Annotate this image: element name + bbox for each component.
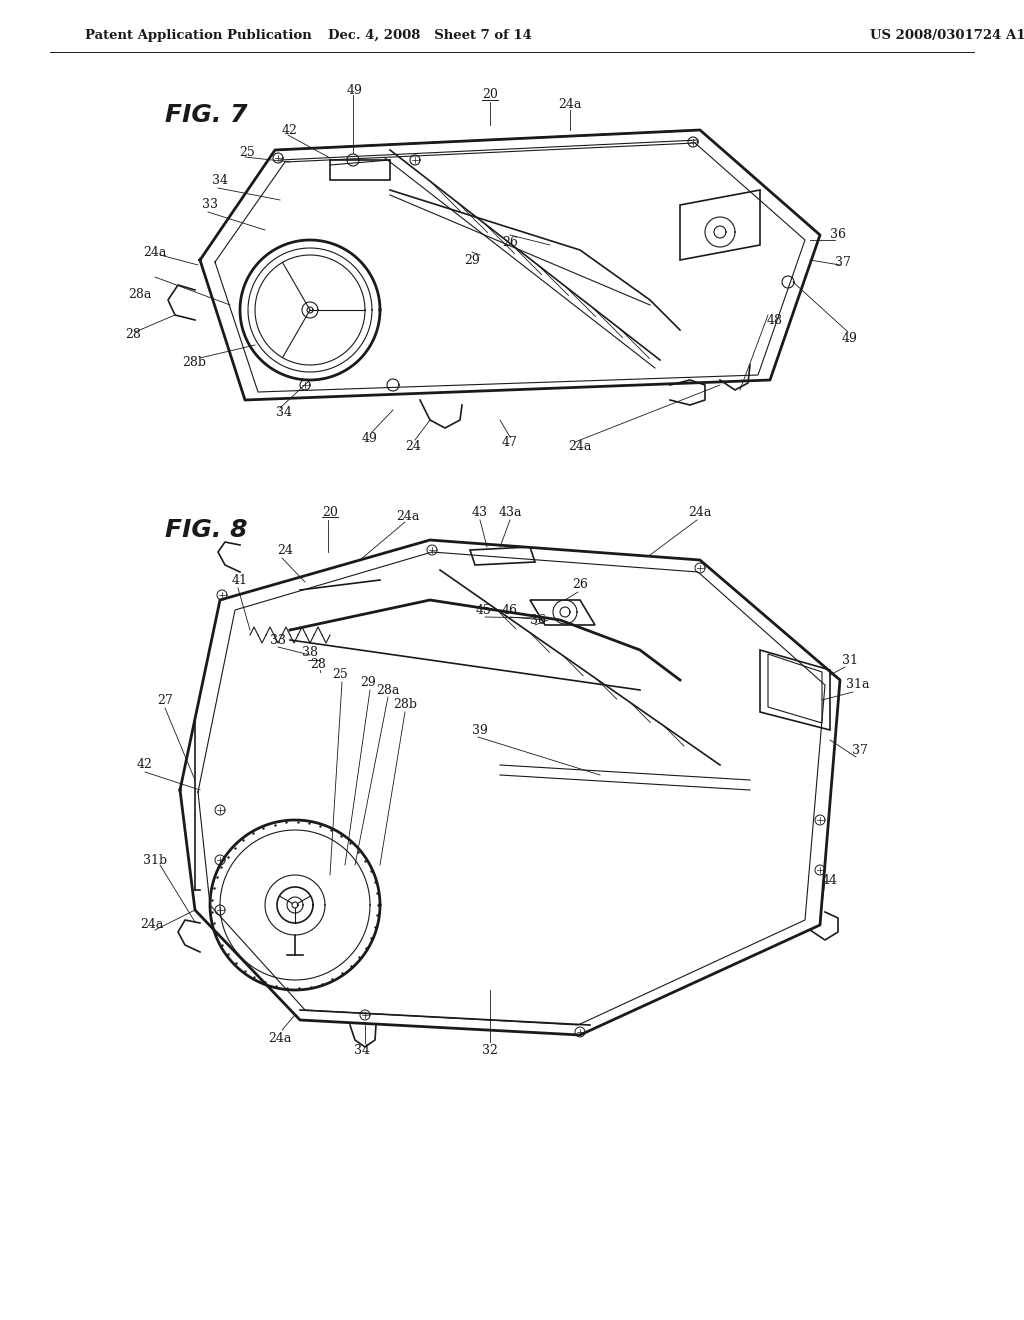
Text: 29: 29 [464, 253, 480, 267]
Text: 46: 46 [502, 603, 518, 616]
Text: 47: 47 [502, 436, 518, 449]
Text: 44: 44 [822, 874, 838, 887]
Text: FIG. 8: FIG. 8 [165, 517, 248, 543]
Text: 34: 34 [354, 1044, 370, 1056]
Text: 36: 36 [530, 614, 546, 627]
Text: 24: 24 [406, 440, 421, 453]
Text: FIG. 7: FIG. 7 [165, 103, 248, 127]
Text: 24a: 24a [140, 919, 164, 932]
Text: 24a: 24a [143, 246, 167, 259]
Text: 20: 20 [482, 88, 498, 102]
Text: Dec. 4, 2008   Sheet 7 of 14: Dec. 4, 2008 Sheet 7 of 14 [328, 29, 531, 41]
Text: 49: 49 [347, 83, 362, 96]
Text: 29: 29 [360, 676, 376, 689]
Text: 38: 38 [302, 645, 318, 659]
Text: 37: 37 [852, 743, 868, 756]
Text: 45: 45 [476, 603, 492, 616]
Text: 25: 25 [240, 145, 255, 158]
Text: 32: 32 [482, 1044, 498, 1056]
Text: 24a: 24a [688, 506, 712, 519]
Text: 31b: 31b [143, 854, 167, 866]
Text: 34: 34 [276, 405, 292, 418]
Text: 43: 43 [472, 507, 488, 520]
Text: 26: 26 [572, 578, 588, 591]
Text: 24a: 24a [268, 1031, 292, 1044]
Text: 24: 24 [278, 544, 293, 557]
Text: 42: 42 [137, 759, 153, 771]
Text: 43a: 43a [499, 507, 522, 520]
Text: 24a: 24a [558, 99, 582, 111]
Text: 31a: 31a [846, 678, 869, 692]
Text: 48: 48 [767, 314, 783, 326]
Text: 24a: 24a [568, 441, 592, 454]
Text: 25: 25 [332, 668, 348, 681]
Text: 42: 42 [282, 124, 298, 136]
Text: 20: 20 [323, 506, 338, 519]
Text: 33: 33 [202, 198, 218, 211]
Text: 28b: 28b [393, 698, 417, 711]
Text: 49: 49 [362, 432, 378, 445]
Text: 37: 37 [835, 256, 851, 268]
Text: 28a: 28a [128, 289, 152, 301]
Text: 34: 34 [212, 173, 228, 186]
Text: 24a: 24a [396, 511, 420, 524]
Text: 28b: 28b [182, 355, 206, 368]
Text: 31: 31 [842, 653, 858, 667]
Text: Patent Application Publication: Patent Application Publication [85, 29, 311, 41]
Text: US 2008/0301724 A1: US 2008/0301724 A1 [870, 29, 1024, 41]
Text: 33: 33 [270, 634, 286, 647]
Bar [330, 160, 390, 180]
Text: 36: 36 [830, 228, 846, 242]
Text: 49: 49 [842, 331, 858, 345]
Text: 39: 39 [472, 723, 488, 737]
Text: 27: 27 [157, 693, 173, 706]
Text: 41: 41 [232, 573, 248, 586]
Text: 28: 28 [310, 659, 326, 672]
Text: 26: 26 [502, 235, 518, 248]
Text: 28: 28 [125, 329, 141, 342]
Text: 28a: 28a [376, 684, 399, 697]
